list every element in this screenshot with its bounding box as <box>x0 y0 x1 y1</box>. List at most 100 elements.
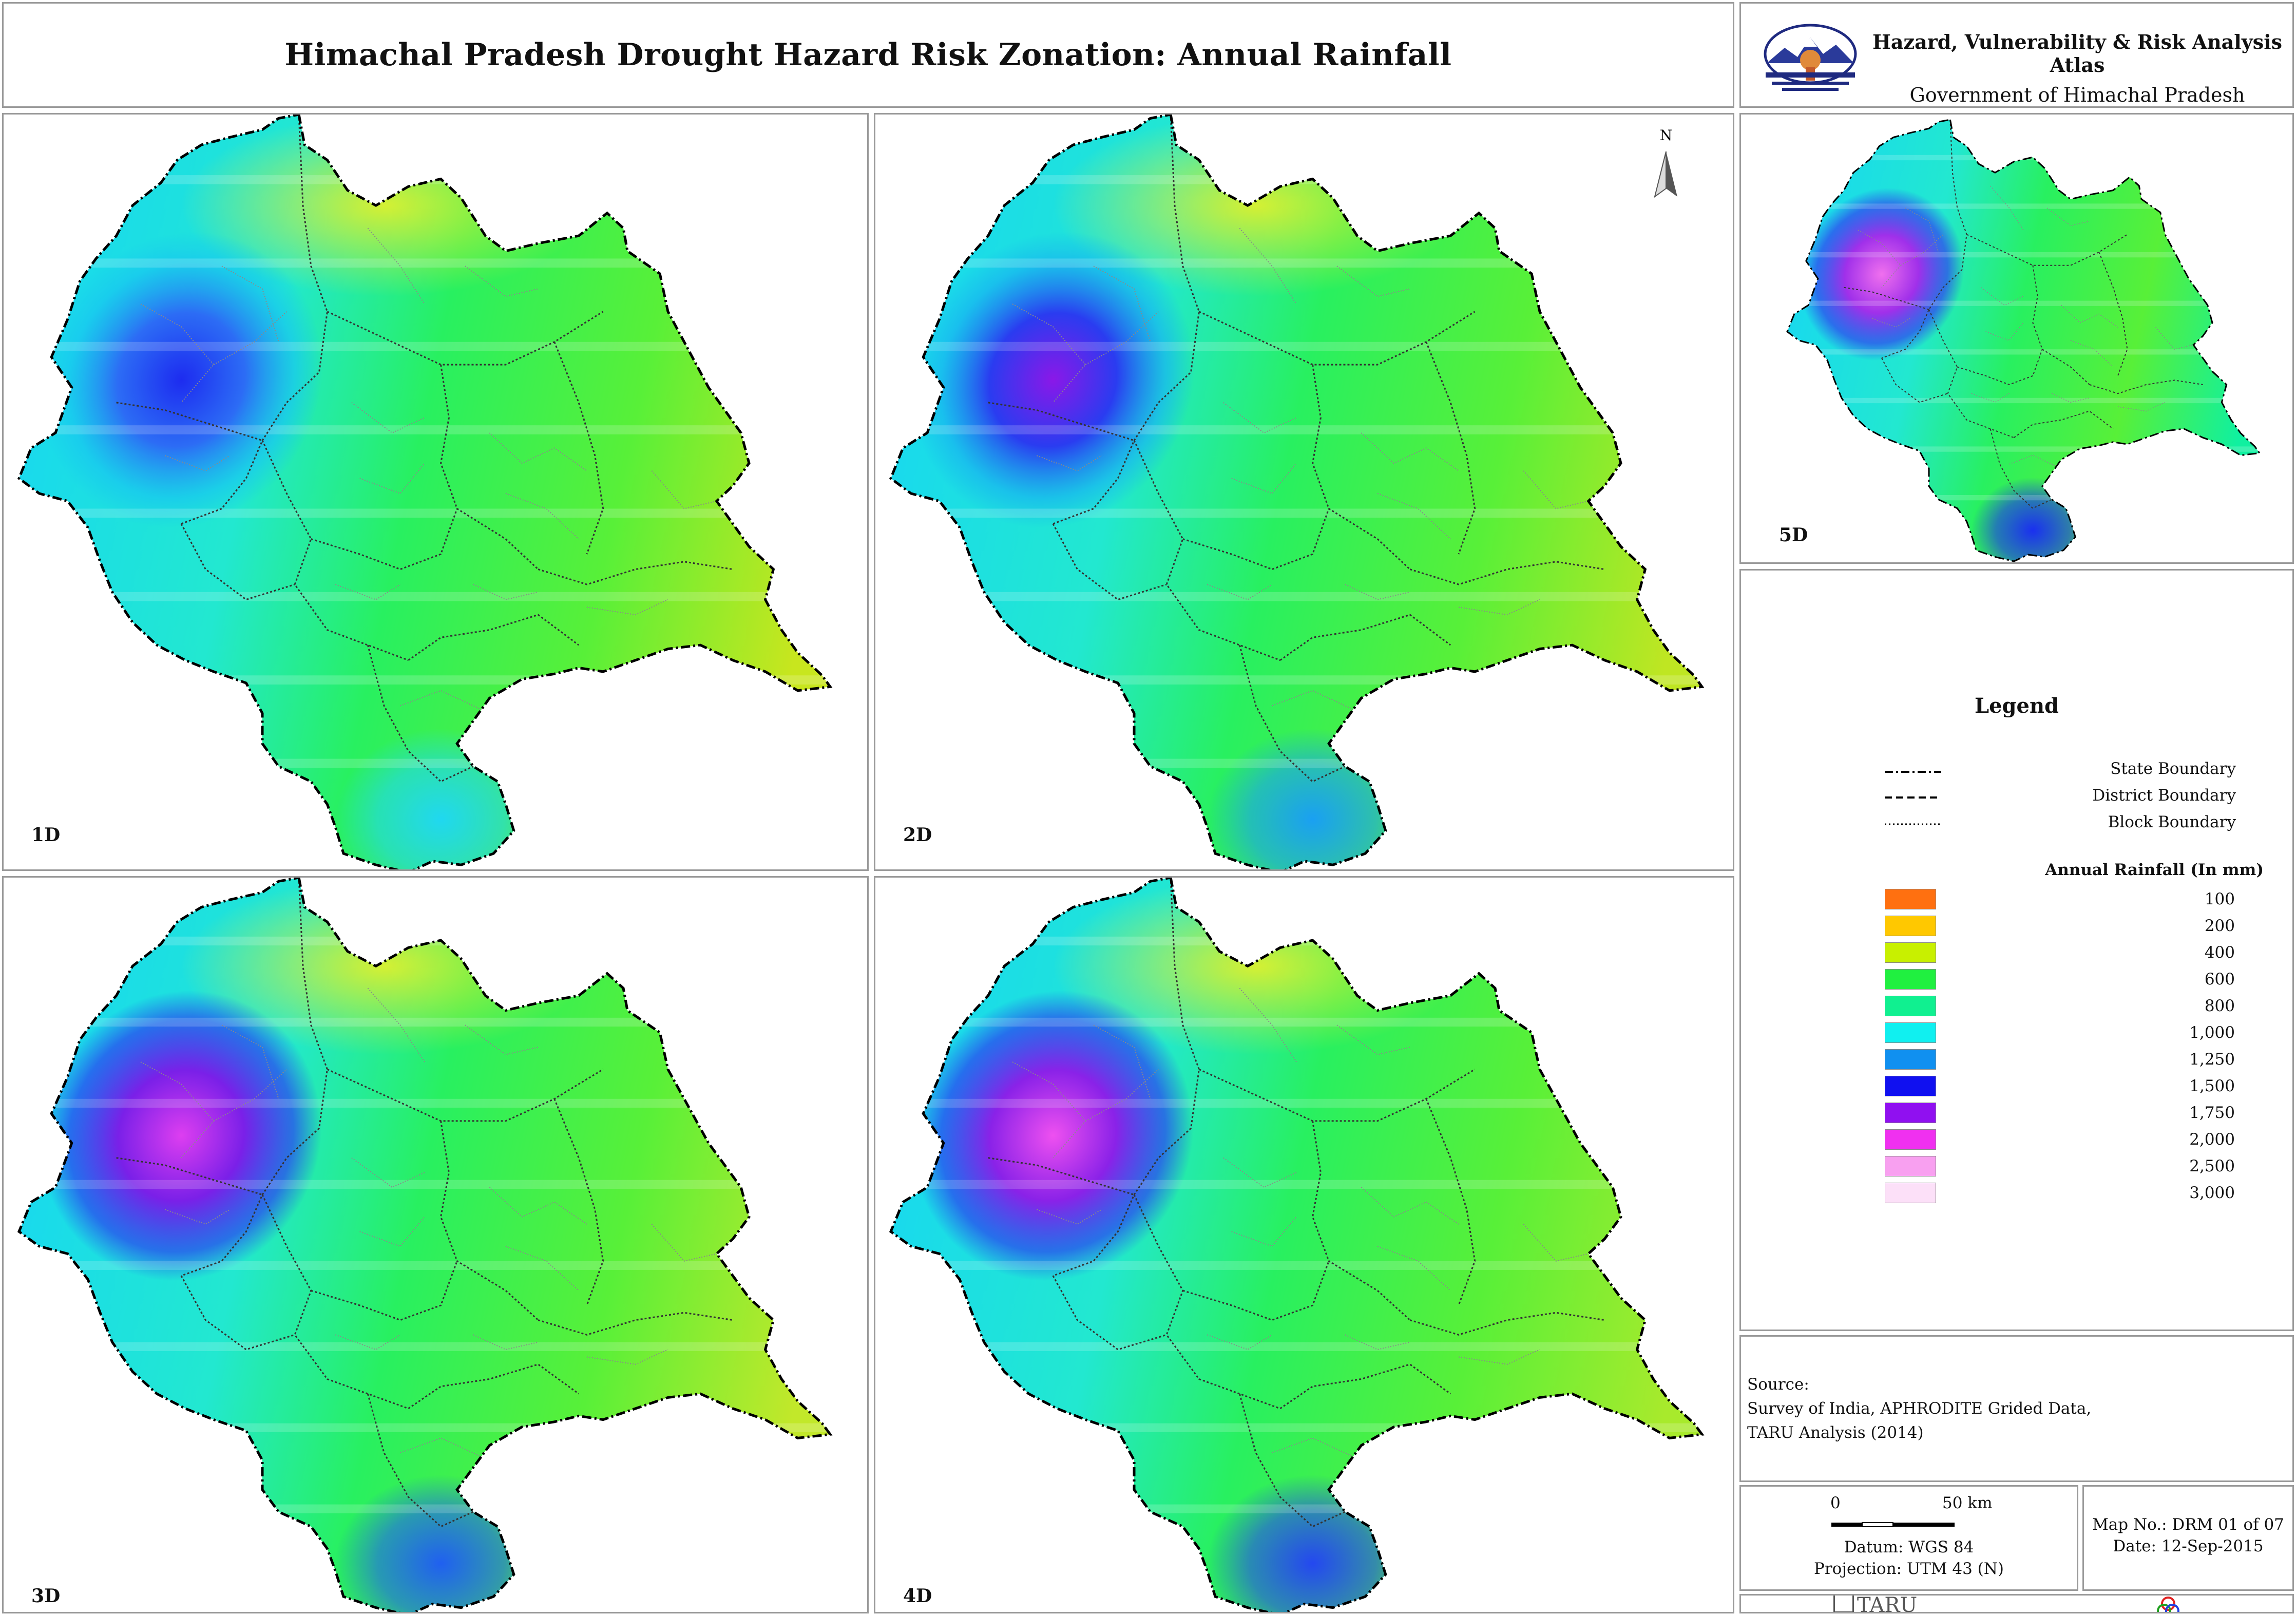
brand-panel: TARU <box>1739 1594 2294 1613</box>
block-boundary <box>1361 1187 1459 1225</box>
district-boundary <box>261 440 409 661</box>
taru-mark-icon <box>1833 1596 1854 1612</box>
block-boundary <box>2070 340 2114 368</box>
scale-start-label: 0 <box>1830 1494 1841 1512</box>
rainfall-swatch-3000 <box>1885 1183 1936 1203</box>
block-boundary <box>1093 1024 1151 1099</box>
block-boundary <box>213 1069 288 1122</box>
scale-end-label: 50 km <box>1942 1494 1993 1512</box>
block-boundary <box>213 311 288 365</box>
rainfall-swatch-1750 <box>1885 1103 1936 1123</box>
district-boundary <box>181 878 328 1277</box>
district-boundary <box>1409 561 1605 585</box>
district-boundary <box>1053 878 1200 1277</box>
district-boundary <box>311 508 458 571</box>
legend-panel: Legend State Boundary District Boundary … <box>1739 569 2294 1331</box>
rainfall-class-label: 2,500 <box>2189 1157 2235 1175</box>
state-boundary <box>1786 119 2261 562</box>
district-boundary <box>367 1393 474 1528</box>
state-boundary-line-icon <box>1885 771 1941 773</box>
block-boundary <box>221 1024 279 1099</box>
source-line-2: TARU Analysis (2014) <box>1747 1423 1924 1442</box>
district-boundary <box>1198 1069 1476 1122</box>
district-boundary <box>538 1312 733 1336</box>
atlas-subtitle: Government of Himachal Pradesh <box>1909 84 2245 106</box>
block-boundary <box>1858 230 1901 288</box>
district-boundary <box>988 402 1135 442</box>
district-boundary <box>1425 1098 1476 1306</box>
district-boundary <box>180 1275 295 1351</box>
district-boundary <box>553 341 604 555</box>
rainfall-class-label: 2,000 <box>2189 1130 2235 1149</box>
block-boundary <box>1037 455 1102 471</box>
block-boundary <box>1458 1349 1540 1365</box>
himachal-emblem-icon <box>1764 24 1857 91</box>
rainfall-map-5d <box>1786 119 2261 562</box>
block-boundary <box>1990 185 2024 231</box>
rainfall-class-label: 3,000 <box>2189 1184 2235 1202</box>
district-boundary <box>1279 1363 1451 1410</box>
rainfall-map-4d <box>889 878 1705 1612</box>
projection-label: Projection: UTM 43 (N) <box>1814 1560 2004 1578</box>
block-boundary <box>2061 305 2118 328</box>
rgb-circles-icon <box>2157 1597 2179 1612</box>
block-boundary <box>1377 1246 1451 1291</box>
district-boundary <box>2032 265 2090 385</box>
rainfall-map-3d <box>17 878 833 1612</box>
district-boundary <box>1052 523 1167 601</box>
district-boundary <box>408 614 580 661</box>
block-boundary <box>335 1334 401 1351</box>
state-boundary <box>17 115 833 869</box>
source-panel: Source: Survey of India, APHRODITE Gride… <box>1739 1335 2294 1482</box>
rainfall-class-label: 1,250 <box>2189 1050 2235 1069</box>
district-boundary <box>1133 440 1280 661</box>
datum-label: Datum: WGS 84 <box>1844 1538 1974 1556</box>
source-line-1: Survey of India, APHRODITE Grided Data, <box>1747 1399 2092 1418</box>
taru-logo: TARU <box>1833 1596 1917 1612</box>
block-boundary <box>489 432 587 471</box>
district-boundary <box>180 523 295 601</box>
block-boundary <box>367 988 425 1062</box>
block-boundary <box>651 470 717 509</box>
map-number-panel: Map No.: DRM 01 of 07 Date: 12-Sep-2015 <box>2082 1485 2294 1591</box>
map-date-label: Date: 12-Sep-2015 <box>2113 1537 2264 1555</box>
district-boundary-label: District Boundary <box>2092 786 2236 805</box>
north-arrow-icon: N <box>1654 127 1677 198</box>
rainfall-class-label: 1,750 <box>2189 1104 2235 1122</box>
district-boundary <box>1881 357 1948 403</box>
block-boundary-label: Block Boundary <box>2108 813 2236 831</box>
district-boundary <box>1425 341 1476 555</box>
block-boundary <box>1223 402 1297 434</box>
rainfall-swatch-200 <box>1885 916 1936 936</box>
state-boundary <box>889 878 1705 1612</box>
rainfall-swatch-400 <box>1885 942 1936 963</box>
rainfall-class-label: 400 <box>2204 943 2235 962</box>
block-boundary <box>2051 393 2090 403</box>
block-boundary <box>1872 318 1910 328</box>
block-boundary <box>465 265 539 297</box>
block-boundary <box>1985 322 2024 341</box>
district-boundary <box>1928 309 2014 439</box>
district-boundary <box>1966 234 2128 266</box>
district-boundary <box>181 115 328 525</box>
rainfall-class-label: 1,000 <box>2189 1023 2235 1042</box>
rainfall-class-label: 200 <box>2204 917 2235 935</box>
block-boundary <box>351 402 425 434</box>
district-boundary <box>1053 115 1200 525</box>
rainfall-class-label: 600 <box>2204 970 2235 989</box>
map-title: Himachal Pradesh Drought Hazard Risk Zon… <box>284 37 1452 73</box>
panel-label-3d: 3D <box>31 1585 61 1607</box>
state-boundary-label: State Boundary <box>2110 759 2236 778</box>
district-boundary <box>1238 1393 1346 1528</box>
map-panel-1d: 1D <box>2 113 869 871</box>
panel-label-2d: 2D <box>903 824 932 846</box>
district-boundary <box>538 561 733 585</box>
block-boundary <box>1207 584 1273 600</box>
rainfall-swatch-2000 <box>1885 1129 1936 1150</box>
block-boundary <box>221 265 279 343</box>
state-boundary <box>17 878 833 1612</box>
block-boundary <box>1085 311 1159 365</box>
block-boundary <box>651 1224 717 1262</box>
district-boundary <box>1312 364 1411 570</box>
district-boundary <box>1198 311 1476 366</box>
